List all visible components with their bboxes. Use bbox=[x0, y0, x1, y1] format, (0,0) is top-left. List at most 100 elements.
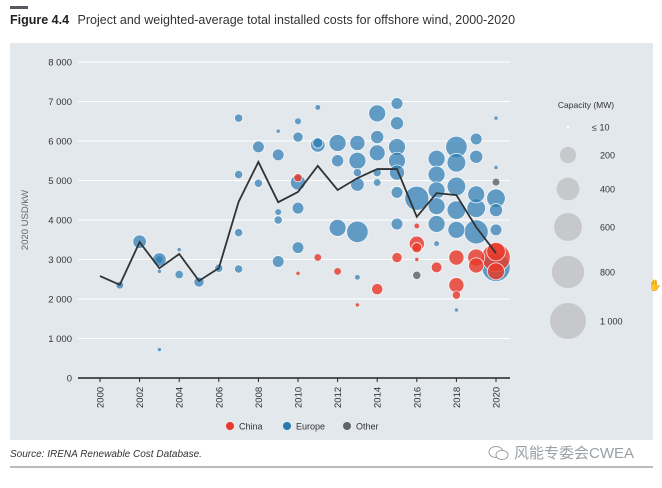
project-bubble-europe bbox=[292, 131, 304, 143]
figure-title: Figure 4.4 Project and weighted-average … bbox=[10, 13, 515, 27]
y-tick-label: 2 000 bbox=[48, 295, 72, 306]
y-tick-label: 8 000 bbox=[48, 58, 72, 69]
project-bubble-china bbox=[468, 257, 485, 274]
project-bubble-china bbox=[430, 261, 443, 274]
y-axis-label: 2020 USD/kW bbox=[20, 190, 31, 250]
capacity-legend-label: ≤ 10 bbox=[592, 123, 609, 133]
project-bubble-europe bbox=[271, 255, 285, 268]
capacity-legend-label: 200 bbox=[600, 151, 615, 161]
x-tick-label: 2006 bbox=[214, 387, 225, 408]
x-tick-label: 2012 bbox=[333, 387, 344, 408]
project-bubble-europe bbox=[469, 132, 483, 146]
x-tick-label: 2004 bbox=[175, 387, 186, 408]
project-bubble-china bbox=[391, 252, 403, 264]
project-bubble-europe bbox=[427, 197, 446, 216]
chart-panel: 0 1 000 2 000 3 000 4 000 5 000 6 000 7 000 8 00… bbox=[10, 43, 662, 440]
y-tick-label: 4 000 bbox=[48, 216, 72, 227]
capacity-legend-item: ≤ 10 bbox=[566, 123, 609, 133]
project-bubble-europe bbox=[388, 164, 406, 181]
capacity-legend-item: 600 bbox=[554, 213, 615, 241]
capacity-legend-circle bbox=[559, 146, 577, 164]
project-bubble-europe bbox=[390, 217, 404, 231]
watermark-text: 风能专委会CWEA bbox=[514, 445, 635, 462]
legend-item-china: China bbox=[226, 422, 263, 432]
project-bubble-europe bbox=[427, 165, 446, 184]
project-bubble-europe bbox=[494, 116, 498, 120]
y-tick-label: 3 000 bbox=[48, 255, 72, 266]
top-rule bbox=[10, 6, 28, 9]
project-bubble-china bbox=[414, 223, 420, 229]
project-bubble-china bbox=[296, 271, 300, 276]
project-bubble-europe bbox=[350, 177, 365, 192]
project-bubble-europe bbox=[234, 228, 244, 238]
project-bubble-europe bbox=[175, 270, 184, 279]
project-bubble-europe bbox=[354, 274, 360, 280]
project-bubble-europe bbox=[348, 151, 367, 170]
x-tick-label: 2002 bbox=[135, 387, 146, 408]
project-bubble-europe bbox=[315, 105, 321, 110]
project-bubble-europe bbox=[253, 178, 263, 188]
bottom-rule bbox=[10, 466, 653, 468]
capacity-legend-circle bbox=[566, 125, 570, 129]
project-bubble-europe bbox=[276, 129, 280, 133]
hand-cursor-icon: ✋ bbox=[648, 280, 662, 292]
source-note: Source: IRENA Renewable Cost Database. bbox=[10, 449, 202, 460]
capacity-legend-title: Capacity (MW) bbox=[558, 100, 614, 110]
weighted-average-line bbox=[99, 159, 497, 286]
capacity-legend-circle bbox=[554, 213, 582, 241]
y-tick-label: 5 000 bbox=[48, 176, 72, 187]
capacity-legend-circle bbox=[556, 177, 580, 201]
project-bubble-europe bbox=[463, 219, 489, 245]
project-bubble-europe bbox=[446, 200, 467, 220]
legend-item-europe: Europe bbox=[283, 422, 325, 432]
legend-item-other: Other bbox=[343, 422, 379, 432]
project-bubble-europe bbox=[328, 134, 347, 152]
legend-swatch-other bbox=[343, 422, 351, 430]
legend-label: Europe bbox=[296, 422, 325, 432]
project-bubble-europe bbox=[427, 215, 446, 233]
project-bubble-europe bbox=[390, 186, 404, 199]
region-legend: China Europe Other bbox=[226, 422, 379, 432]
y-tick-label: 0 bbox=[67, 374, 72, 385]
project-bubble-europe bbox=[252, 140, 265, 154]
x-tick-label: 2010 bbox=[294, 387, 305, 408]
project-bubble-china bbox=[334, 267, 341, 275]
project-bubbles bbox=[116, 97, 511, 352]
y-tick-label: 6 000 bbox=[48, 137, 72, 148]
project-bubble-europe bbox=[177, 247, 181, 252]
x-tick-label: 2020 bbox=[492, 387, 503, 408]
project-bubble-europe bbox=[447, 220, 466, 239]
capacity-legend-item: 1 000 bbox=[550, 303, 623, 339]
project-bubble-europe bbox=[352, 168, 362, 178]
project-bubble-europe bbox=[370, 130, 385, 145]
project-bubble-europe bbox=[156, 256, 163, 263]
capacity-legend-circle bbox=[550, 303, 586, 339]
project-bubble-other bbox=[492, 178, 500, 186]
x-tick-label: 2018 bbox=[452, 387, 463, 408]
y-tick-label: 1 000 bbox=[48, 334, 72, 345]
project-bubble-other bbox=[412, 270, 422, 280]
project-bubble-europe bbox=[427, 181, 446, 200]
capacity-legend-item: 400 bbox=[556, 177, 615, 201]
project-bubble-europe bbox=[234, 264, 244, 274]
project-bubble-europe bbox=[275, 209, 282, 216]
project-bubble-europe bbox=[331, 154, 345, 168]
chart-svg: 0 1 000 2 000 3 000 4 000 5 000 6 000 7 000 8 00… bbox=[20, 58, 623, 432]
project-bubble-europe bbox=[271, 148, 285, 162]
capacity-legend-label: 800 bbox=[600, 268, 615, 278]
project-bubble-europe bbox=[328, 218, 347, 237]
project-bubble-europe bbox=[446, 176, 467, 197]
x-tick-label: 2016 bbox=[412, 387, 423, 408]
project-bubble-europe bbox=[427, 149, 446, 168]
legend-label: Other bbox=[356, 422, 379, 432]
project-bubble-china bbox=[355, 303, 360, 307]
project-bubble-europe bbox=[373, 179, 381, 186]
project-bubble-china bbox=[415, 257, 419, 262]
y-tick-label: 7 000 bbox=[48, 97, 72, 108]
project-bubble-europe bbox=[312, 137, 324, 149]
project-bubble-europe bbox=[434, 241, 440, 247]
axes: 0 1 000 2 000 3 000 4 000 5 000 6 000 7 000 8 00… bbox=[20, 58, 510, 408]
grid-lines bbox=[78, 61, 510, 339]
project-bubble-europe bbox=[273, 215, 283, 225]
capacity-legend-circle bbox=[551, 255, 585, 289]
